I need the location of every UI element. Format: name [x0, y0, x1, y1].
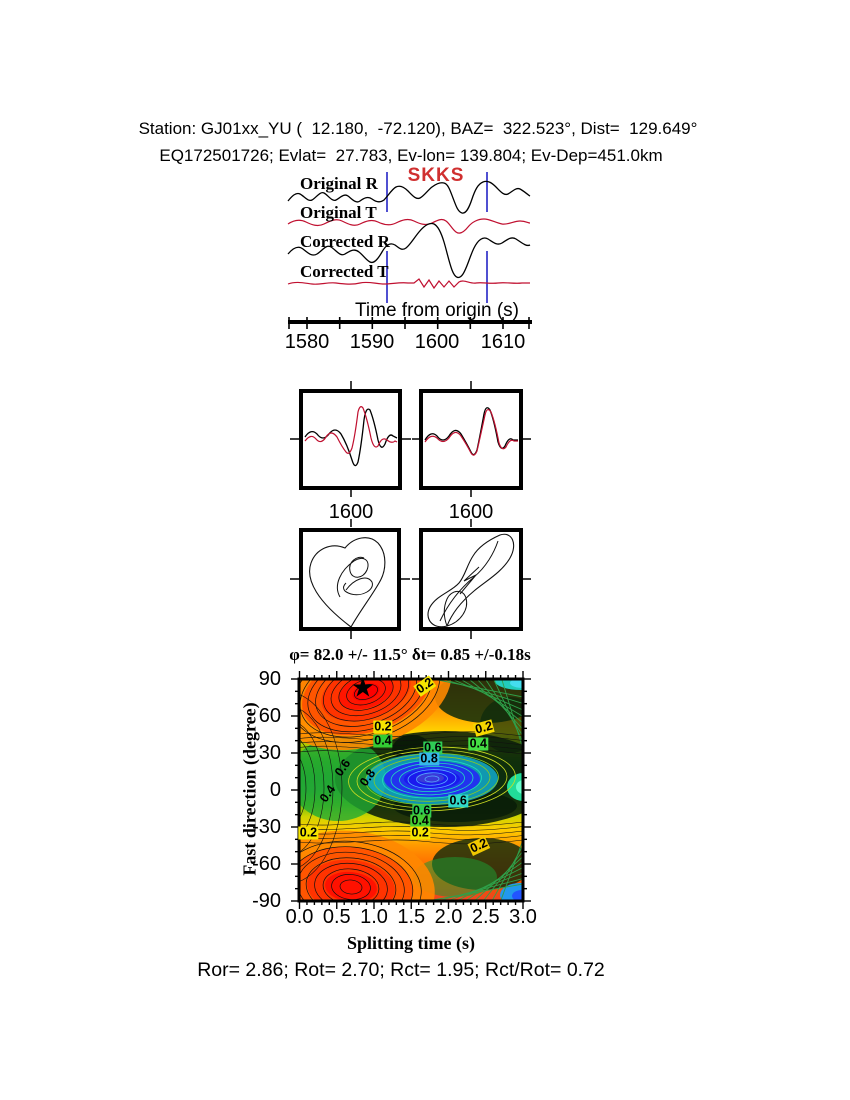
pm-right-bottom-loop — [443, 590, 468, 627]
contour-xlabel: Splitting time (s) — [347, 933, 475, 953]
contour-xtick-label: 1.5 — [397, 906, 426, 928]
right-panel-slow-trace — [424, 407, 518, 456]
waveform-plot — [287, 172, 532, 329]
time-tick-1590: 1590 — [349, 331, 395, 353]
contour-xtick-label: 1.0 — [360, 906, 388, 928]
trace-label-corrected-t: Corrected T — [300, 262, 389, 281]
trace-label-original-r: Original R — [300, 174, 378, 193]
event-info: EQ172501726; Evlat= 27.783, Ev-lon= 139.… — [159, 146, 663, 165]
pm-panel-ticks — [290, 519, 531, 639]
contour-label: 0.6 — [423, 740, 443, 755]
corrected-r-trace — [287, 222, 531, 279]
contour-label: 0.4 — [373, 733, 393, 748]
contour-ytick-label: 90 — [258, 668, 281, 690]
wave-panel-ticks — [290, 381, 531, 497]
contour-axis-ticks — [291, 671, 531, 909]
right-panel-time-label: 1600 — [448, 501, 494, 523]
wave-panel-left-frame — [299, 389, 402, 490]
time-axis-label: Time from origin (s) — [355, 300, 519, 321]
left-panel-slow-trace — [304, 408, 398, 467]
particle-motion-panels — [290, 519, 531, 639]
pm-left-inner-orbit — [336, 556, 373, 598]
time-axis-ticks — [288, 317, 530, 329]
contour-label: 0.4 — [410, 813, 430, 828]
trace-label-corrected-r: Corrected R — [300, 232, 390, 251]
contour-xtick-label: 2.5 — [471, 906, 500, 928]
phase-label: SKKS — [407, 165, 465, 186]
contour-xtick-label: 3.0 — [509, 906, 537, 928]
contour-label: 0.2 — [410, 825, 430, 840]
pm-panel-left-frame — [299, 528, 401, 631]
splitting-contour-plot — [291, 671, 531, 909]
original-r-trace — [287, 180, 531, 214]
contour-label: 0.2 — [298, 825, 319, 840]
time-tick-1600: 1600 — [414, 331, 460, 353]
contour-label: 0.6 — [411, 803, 432, 818]
time-tick-1580: 1580 — [284, 331, 330, 353]
pm-left-orbit — [309, 537, 386, 628]
contour-label: 0.6 — [448, 793, 468, 808]
trace-label-original-t: Original T — [300, 203, 377, 222]
contour-ytick-label: -90 — [252, 890, 281, 912]
corrected-t-trace — [287, 278, 530, 290]
contour-ytick-label: -60 — [252, 853, 281, 875]
contour-xtick-label: 2.0 — [434, 906, 463, 928]
right-panel-fast-trace — [424, 409, 518, 456]
contour-ytick-label: -30 — [252, 816, 281, 838]
time-tick-1610: 1610 — [480, 331, 526, 353]
best-fit-star-icon: ★ — [350, 672, 375, 703]
contour-xtick-label: 0.0 — [285, 906, 314, 928]
station-info: Station: GJ01xx_YU ( 12.180, -72.120), B… — [138, 119, 698, 138]
contour-ytick-label: 30 — [258, 742, 281, 764]
pm-panel-right-frame — [419, 528, 523, 631]
left-panel-time-label: 1600 — [328, 501, 374, 523]
contour-field — [299, 679, 523, 901]
quality-stats: Ror= 2.86; Rot= 2.70; Rct= 1.95; Rct/Rot… — [197, 959, 605, 981]
contour-xtick-label: 0.5 — [322, 906, 351, 928]
contour-label: 0.4 — [468, 736, 488, 751]
splitting-result-title: φ= 82.0 +/- 11.5° δt= 0.85 +/-0.18s — [289, 645, 531, 664]
wave-panel-right-frame — [419, 389, 523, 490]
pm-right-orbit — [427, 533, 515, 628]
contour-label: 0.8 — [419, 751, 439, 766]
contour-lines — [299, 679, 523, 901]
fast-slow-panels — [290, 381, 531, 497]
contour-ytick-label: 60 — [258, 705, 281, 727]
contour-ytick-label: 0 — [269, 779, 281, 801]
left-panel-fast-trace — [304, 406, 398, 454]
pm-right-inner-trace — [439, 540, 499, 622]
contour-label: 0.2 — [373, 719, 393, 734]
original-t-trace — [287, 218, 531, 234]
